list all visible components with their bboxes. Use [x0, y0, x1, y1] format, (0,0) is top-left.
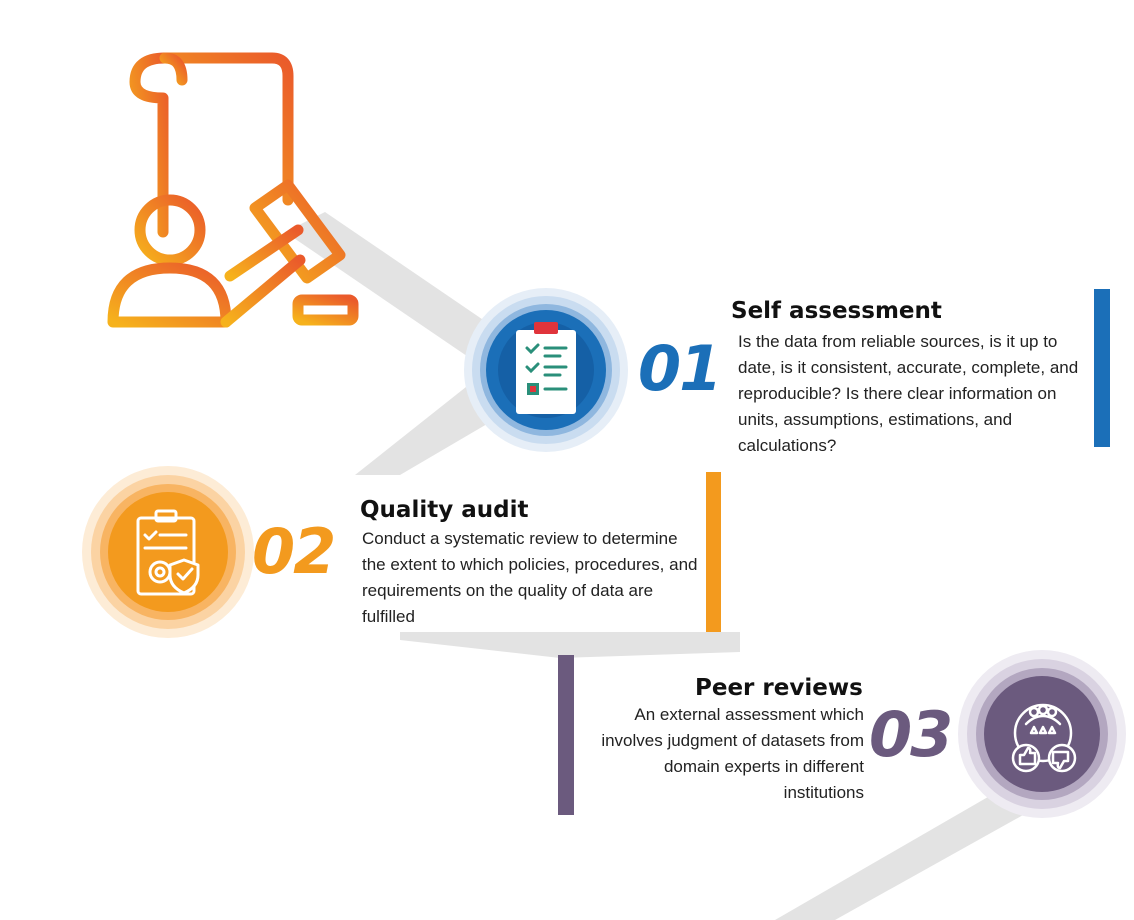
step-number: 02 — [252, 515, 336, 588]
step-title: Self assessment — [731, 298, 942, 324]
step-description: Conduct a systematic review to determine… — [362, 529, 698, 626]
accent-bar — [558, 655, 574, 815]
step-title: Quality audit — [360, 497, 529, 523]
step-title: Peer reviews — [695, 675, 863, 701]
accent-bar — [1094, 289, 1110, 447]
step-number: 01 — [638, 332, 722, 405]
step-number: 03 — [869, 698, 953, 771]
accent-bar — [706, 472, 721, 632]
step-description: An external assessment which involves ju… — [601, 705, 864, 802]
step-description: Is the data from reliable sources, is it… — [738, 332, 1079, 455]
